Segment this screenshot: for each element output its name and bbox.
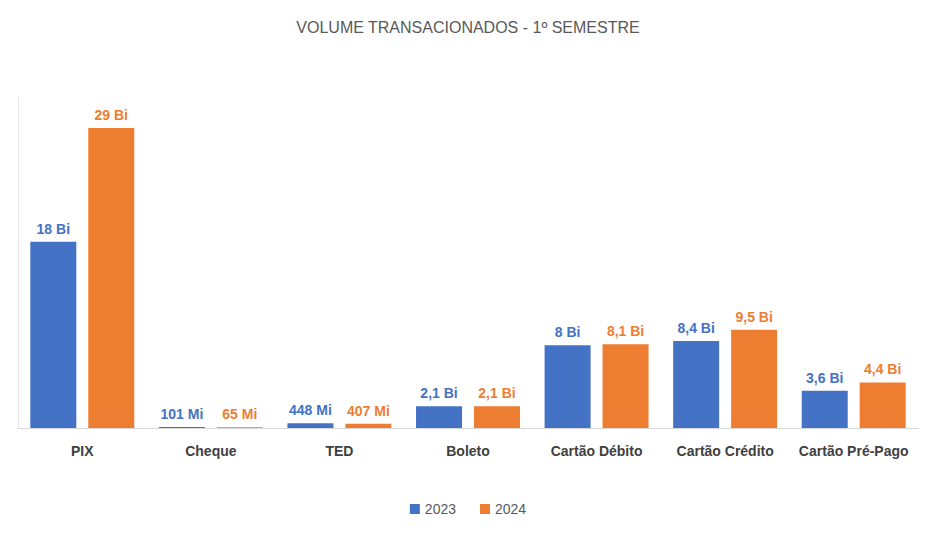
svg-text:3,6 Bi: 3,6 Bi [806,370,843,386]
svg-text:Boleto: Boleto [446,443,490,459]
svg-text:4,4 Bi: 4,4 Bi [864,361,901,377]
svg-text:Cheque: Cheque [185,443,237,459]
svg-text:448 Mi: 448 Mi [289,402,332,418]
svg-text:8,1 Bi: 8,1 Bi [607,323,644,339]
svg-text:2,1 Bi: 2,1 Bi [478,385,515,401]
svg-text:407 Mi: 407 Mi [347,403,390,419]
svg-text:2024: 2024 [495,501,526,517]
svg-text:8 Bi: 8 Bi [555,324,581,340]
svg-text:65 Mi: 65 Mi [222,406,257,422]
svg-text:8,4 Bi: 8,4 Bi [677,320,714,336]
svg-text:Cartão Crédito: Cartão Crédito [677,443,774,459]
svg-text:9,5 Bi: 9,5 Bi [735,309,772,325]
svg-text:29 Bi: 29 Bi [95,107,128,123]
svg-text:VOLUME TRANSACIONADOS - 1º SEM: VOLUME TRANSACIONADOS - 1º SEMESTRE [296,19,639,36]
svg-text:2023: 2023 [425,501,456,517]
svg-text:2,1 Bi: 2,1 Bi [420,385,457,401]
svg-text:101 Mi: 101 Mi [160,406,203,422]
svg-text:Cartão Pré-Pago: Cartão Pré-Pago [799,443,909,459]
svg-text:18 Bi: 18 Bi [37,221,70,237]
svg-text:PIX: PIX [71,443,94,459]
svg-text:TED: TED [325,443,353,459]
svg-text:Cartão Débito: Cartão Débito [551,443,643,459]
